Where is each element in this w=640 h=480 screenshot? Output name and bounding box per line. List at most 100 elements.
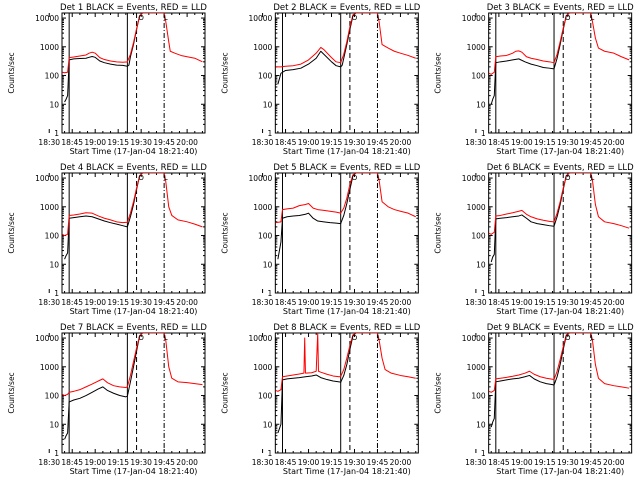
series-line-events <box>277 173 357 260</box>
y-tick-label: 100 <box>45 392 60 401</box>
x-tick-label: 18:45 <box>488 298 510 307</box>
series-line-events <box>277 13 357 85</box>
plot-frame <box>61 12 206 134</box>
panel-title: Det 7 BLACK = Events, RED = LLD <box>60 323 207 333</box>
y-tick-label: 10 <box>476 260 486 269</box>
x-tick-label: 18:45 <box>488 138 510 147</box>
y-tick-label: 10 <box>263 260 273 269</box>
x-tick-label: 19:30 <box>130 458 152 467</box>
y-axis-label: Counts/sec <box>434 372 443 413</box>
y-tick-label: 1000 <box>253 203 272 212</box>
x-tick-label: 19:30 <box>344 458 366 467</box>
x-tick-label: 18:45 <box>275 458 297 467</box>
series-line-lld <box>62 333 203 397</box>
x-tick-label: 19:45 <box>367 298 389 307</box>
series-line-events <box>64 13 144 103</box>
x-tick-label: 18:30 <box>38 298 60 307</box>
y-axis-label: Counts/sec <box>220 212 229 253</box>
panel-title: Det 5 BLACK = Events, RED = LLD <box>273 163 420 173</box>
series-line-events <box>64 173 144 260</box>
x-tick-label: 18:30 <box>252 138 274 147</box>
panel-title: Det 8 BLACK = Events, RED = LLD <box>273 323 420 333</box>
y-tick-label: 10 <box>49 260 59 269</box>
x-tick-label: 18:45 <box>275 298 297 307</box>
flag-marker: O <box>352 14 358 22</box>
detector-panel: Det 2 BLACK = Events, RED = LLD 1 10 100 100… <box>220 3 420 156</box>
x-tick-label: 19:15 <box>107 298 129 307</box>
panel-title: Det 4 BLACK = Events, RED = LLD <box>60 163 207 173</box>
panel-title: Det 3 BLACK = Events, RED = LLD <box>487 3 634 13</box>
x-tick-label: 19:45 <box>153 458 175 467</box>
x-axis-label: Start Time (17-Jan-04 18:21:40) <box>496 467 624 476</box>
x-tick-label: 19:45 <box>580 298 602 307</box>
flag-marker: L <box>164 14 168 22</box>
x-tick-label: 20:00 <box>176 458 198 467</box>
y-tick-label: 1 <box>481 449 486 458</box>
y-tick-label: 10000 <box>462 14 486 23</box>
y-tick-label: 1 <box>268 289 273 298</box>
x-tick-label: 19:00 <box>298 458 320 467</box>
flag-marker: O <box>138 334 144 342</box>
x-tick-label: 19:30 <box>557 458 579 467</box>
y-tick-label: 10000 <box>462 174 486 183</box>
x-tick-label: 18:45 <box>61 138 83 147</box>
y-tick-label: 1 <box>54 449 59 458</box>
x-tick-label: 19:00 <box>298 138 320 147</box>
x-tick-label: 19:30 <box>557 138 579 147</box>
plot-frame <box>274 172 419 294</box>
x-tick-label: 19:30 <box>557 298 579 307</box>
y-axis-label: Counts/sec <box>7 52 16 93</box>
flag-marker: L <box>590 174 594 182</box>
x-axis-label: Start Time (17-Jan-04 18:21:40) <box>70 147 198 156</box>
x-tick-label: 18:30 <box>252 298 274 307</box>
x-tick-label: 19:15 <box>534 298 556 307</box>
detector-panel: Det 4 BLACK = Events, RED = LLD 1 10 100 100… <box>7 163 207 316</box>
series-group <box>488 173 630 263</box>
flag-marker: O <box>352 334 358 342</box>
series-group <box>62 173 203 260</box>
flag-marker: L <box>164 334 168 342</box>
y-tick-label: 10000 <box>35 334 59 343</box>
series-line-lld <box>275 13 416 68</box>
flag-marker: L <box>590 14 594 22</box>
y-axis-label: Counts/sec <box>7 212 16 253</box>
y-tick-label: 10 <box>476 100 486 109</box>
y-tick-label: 1000 <box>467 203 486 212</box>
series-line-events <box>64 333 144 440</box>
detector-panel: Det 1 BLACK = Events, RED = LLD 1 10 100 100… <box>7 3 207 156</box>
x-tick-label: 18:45 <box>61 298 83 307</box>
series-group <box>275 13 416 85</box>
x-tick-label: 19:00 <box>84 298 106 307</box>
y-tick-label: 10 <box>49 420 59 429</box>
series-line-lld <box>488 333 630 393</box>
panel-title: Det 2 BLACK = Events, RED = LLD <box>273 3 420 13</box>
x-tick-label: 19:45 <box>580 458 602 467</box>
x-axis-label: Start Time (17-Jan-04 18:21:40) <box>283 467 411 476</box>
y-tick-label: 1000 <box>40 203 59 212</box>
x-axis-label: Start Time (17-Jan-04 18:21:40) <box>283 147 411 156</box>
y-axis-label: Counts/sec <box>434 52 443 93</box>
y-tick-label: 1 <box>481 289 486 298</box>
flag-marker: L <box>590 334 594 342</box>
x-tick-label: 20:00 <box>390 138 412 147</box>
series-group <box>275 333 416 434</box>
x-tick-label: 19:15 <box>107 138 129 147</box>
series-line-lld <box>275 173 416 224</box>
x-tick-label: 19:30 <box>130 298 152 307</box>
series-group <box>488 13 630 105</box>
y-tick-label: 10000 <box>35 14 59 23</box>
x-tick-label: 18:30 <box>38 458 60 467</box>
y-tick-label: 100 <box>471 392 486 401</box>
y-tick-label: 1000 <box>253 363 272 372</box>
x-tick-label: 19:45 <box>367 458 389 467</box>
series-line-lld <box>275 333 416 392</box>
y-axis-label: Counts/sec <box>434 212 443 253</box>
detector-panel: Det 7 BLACK = Events, RED = LLD 1 10 100 100… <box>7 323 207 476</box>
y-tick-label: 1 <box>268 449 273 458</box>
x-tick-label: 20:00 <box>603 458 625 467</box>
panel-title: Det 9 BLACK = Events, RED = LLD <box>487 323 634 333</box>
flag-marker: O <box>565 14 571 22</box>
flag-marker: L <box>377 14 381 22</box>
series-line-lld <box>488 13 630 75</box>
plot-frame <box>488 172 633 294</box>
